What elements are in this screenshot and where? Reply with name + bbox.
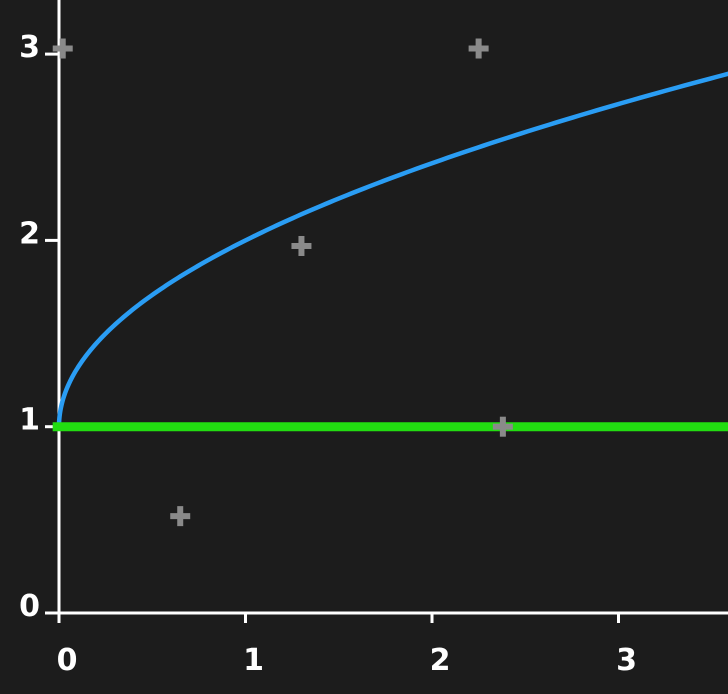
x-tick-label: 0: [57, 643, 78, 678]
x-tick-label: 1: [243, 643, 264, 678]
y-tick-label: 3: [19, 30, 40, 65]
scatter-point-plus: [59, 38, 66, 59]
scatter-point-plus: [499, 416, 506, 437]
x-tick-label: 2: [430, 643, 451, 678]
y-tick-label: 0: [19, 589, 40, 624]
scatter-point-plus: [475, 38, 482, 59]
y-tick-label: 2: [19, 216, 40, 251]
scatter-point-plus: [177, 506, 184, 527]
curve-series-line: [56, 71, 728, 429]
x-tick-label: 3: [616, 643, 637, 678]
scatter-point-plus: [298, 235, 305, 256]
plot-area: 0 1 2 3 0 1 2 3: [19, 0, 728, 678]
y-tick-label: 1: [19, 403, 40, 438]
